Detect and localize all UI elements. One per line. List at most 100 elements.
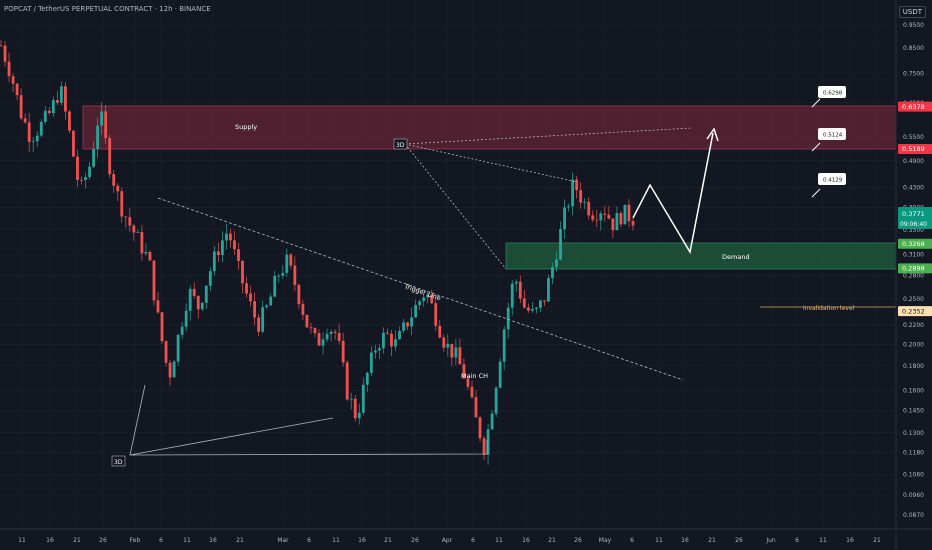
y-tick-label: 0.3500 [903,227,924,234]
candle-body [164,341,168,363]
trigger-line-label: Trigger Line [402,282,442,302]
candle-body [502,329,506,362]
y-tick-label: 0.3100 [903,252,924,259]
supply-price-label-box [898,101,932,112]
candle-body [59,86,63,103]
y-tick-label: 0.0960 [903,492,924,499]
resistance-line [404,143,578,183]
candle-body [144,251,148,254]
x-tick-label: 16 [846,537,854,544]
candle-body [176,334,180,362]
x-tick-label: Mar [277,537,289,544]
candle-body [68,111,71,131]
currency-button[interactable]: USDT [898,6,926,18]
candle-body [11,76,15,84]
demand-price-label: 0.3268 [902,240,925,248]
drawings [129,98,896,456]
candle-body [567,206,570,208]
candle-body [15,83,19,96]
main-ch-label: Main CH [461,372,488,380]
candle-body [430,294,434,304]
candle-body [486,429,490,455]
candle-body [494,387,498,414]
candle-body [539,300,542,308]
candle-countdown: 09:06:40 [900,221,927,228]
candle-body [325,333,329,340]
x-tick-label: 21 [384,537,392,544]
candle-body [526,307,530,311]
candle-body [611,218,615,231]
candle-body [7,61,11,77]
candle-body [233,240,236,250]
x-tick-label: May [599,537,612,544]
candle-body [124,216,128,218]
x-tick-label: 6 [159,537,163,544]
candle-body [442,337,446,348]
supply-label: Supply [235,123,257,131]
current-price-box [898,207,932,229]
x-tick-label: 16 [681,537,689,544]
candle-body [108,138,112,175]
y-tick-label: 0.4300 [903,185,924,192]
candle-body [261,307,265,332]
candle-body [390,333,393,347]
candle-body [192,288,196,296]
candle-body [265,305,269,308]
candle-body [0,45,3,47]
candle-body [373,350,377,353]
x-tick-label: 11 [655,537,663,544]
chart-title: POPCAT / TetherUS PERPETUAL CONTRACT · 1… [4,5,211,13]
y-tick-label: 0.1800 [903,363,924,370]
candle-body [394,339,397,347]
price-labels: 0.6378 0.5189 0.3268 0.2898 0.2352 [898,101,932,317]
candle-body [345,362,349,400]
candle-body [353,398,357,419]
candle-body [498,361,502,388]
candle-body [84,177,87,180]
y-tick-label: 0.1180 [903,450,924,457]
candle-body [555,259,558,268]
triangle-pattern [129,384,488,456]
candle-body [583,201,587,203]
candle-body [607,214,611,219]
candle-body [571,179,575,207]
candle-body [458,347,462,365]
candle-body [120,191,124,217]
time-axis: 11 16 21 26 Feb 6 11 16 21 Mar 6 11 16 21 26 Apr 6 11 16 21… [18,537,881,544]
candle-body [19,95,23,119]
invalidation-price-label-box [898,306,932,317]
y-tick-label: 0.1300 [903,430,924,437]
demand-label: Demand [722,253,750,261]
candle-body [361,384,365,413]
candle-body [104,111,108,139]
x-tick-label: 6 [471,537,475,544]
trigger-line [157,197,684,381]
candle-body [579,190,583,203]
candle-body [253,301,257,318]
candle-body [450,343,454,358]
candle-body [156,300,160,313]
y-tick-label: 0.2200 [903,322,924,329]
x-tick-label: Feb [130,537,141,544]
y-tick-label: 0.4900 [903,158,924,165]
candle-body [595,219,599,221]
candle-body [414,305,418,318]
demand-price-label-box [898,238,932,249]
candle-body [309,327,313,329]
candle-body [454,347,458,358]
label-3d-top: 3D [396,142,405,149]
invalidation-label: invalidation level [803,305,855,312]
candle-body [216,251,220,255]
supply-price-label-box [898,143,932,154]
y-tick-label: 0.5500 [903,134,924,141]
candle-body [446,343,450,348]
candle-body [116,185,120,192]
candle-body [184,310,188,327]
candle-body [575,179,579,191]
label-3d-bottom: 3D [114,459,123,466]
candle-body [619,213,623,225]
candle-body [152,260,156,301]
candle-body [547,278,550,302]
candle-body [382,332,385,349]
